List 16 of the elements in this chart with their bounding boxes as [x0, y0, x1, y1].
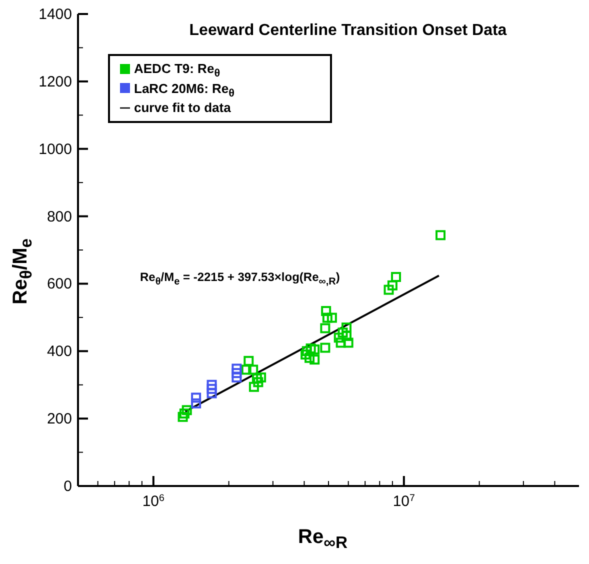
- y-tick-label: 400: [46, 343, 72, 360]
- x-tick-label: 10$^{7}$: [392, 492, 415, 510]
- y-tick-label: 800: [46, 208, 72, 226]
- y-tick-label: 1400: [38, 6, 72, 23]
- legend-label: curve fit to data: [134, 100, 231, 116]
- y-tick-label: 1000: [38, 140, 72, 158]
- x-tick-label: 10$^{6}$: [142, 492, 164, 510]
- text: Leeward Centerline Transition Onset Data: [188, 22, 508, 40]
- y-tick-label: 200: [46, 410, 72, 428]
- annotation: Re$_{θ}$/M$_{e}$ = -2215 + 397.53×log(Re$_{∞,R}$): [140, 270, 340, 288]
- legend-label: LaRC 20M6: Re$_{θ}$: [134, 80, 234, 100]
- y-tick-label: 600: [46, 276, 72, 293]
- legend-label: AEDC T9: Re$_{θ}$: [134, 61, 220, 80]
- y-tick-label: 1200: [38, 73, 72, 90]
- x-axis-title: Re$_{∞R}$: [298, 526, 348, 553]
- y-tick-label: 0: [64, 478, 72, 495]
